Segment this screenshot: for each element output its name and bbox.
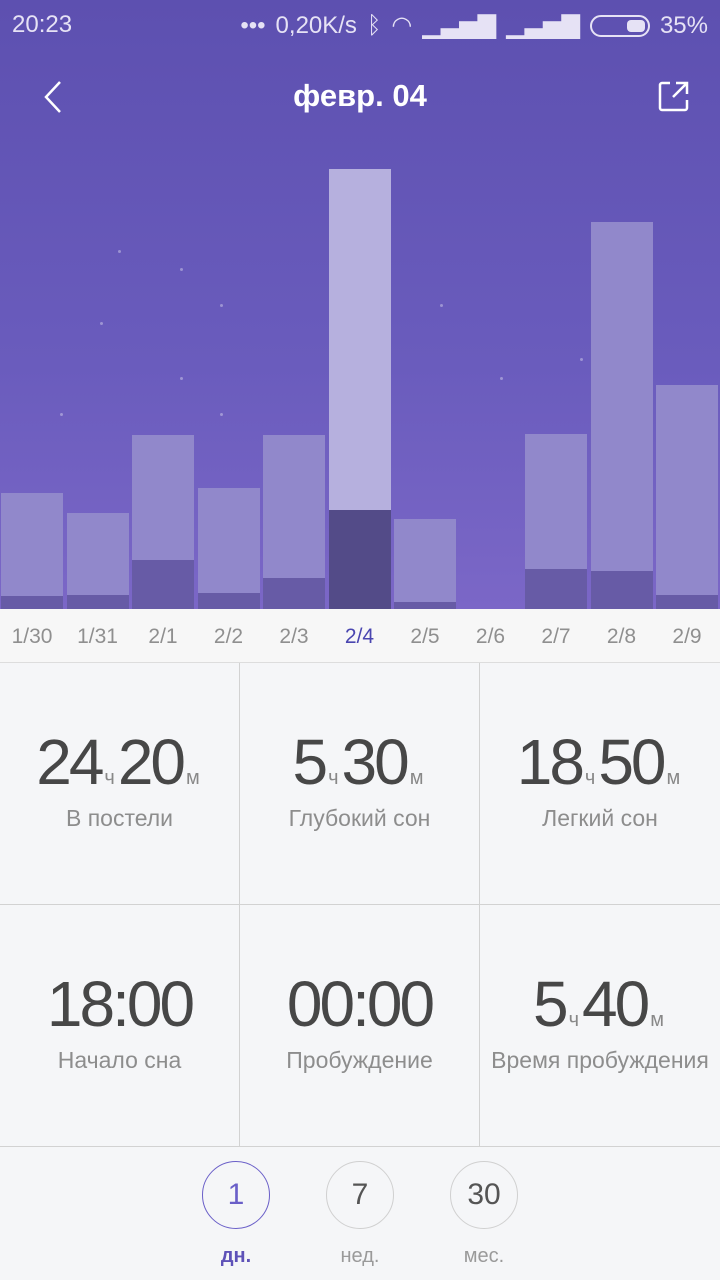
star-decoration <box>220 304 223 307</box>
bar-deep-2/4[interactable] <box>328 509 391 609</box>
bluetooth-icon: ᛒ <box>366 11 382 39</box>
signal-icon: ▁▃▅▇ <box>506 12 580 39</box>
bar-deep-2/5[interactable] <box>394 601 456 609</box>
star-decoration <box>180 268 183 271</box>
stat-label: Легкий сон <box>542 805 658 831</box>
star-decoration <box>118 250 121 253</box>
date-label[interactable]: 2/9 <box>672 625 702 648</box>
bar-total-2/9[interactable] <box>656 384 718 609</box>
unit: ч <box>104 767 115 789</box>
date-label[interactable]: 2/6 <box>475 625 506 648</box>
stat-value: 18:00 <box>46 968 195 1040</box>
stat-deep-sleep: 5 ч30 м Глубокий сон <box>240 663 480 905</box>
hours: 24 <box>36 726 104 798</box>
date-label[interactable]: 2/1 <box>148 625 178 648</box>
unit: ч <box>568 1009 580 1031</box>
bar-total-2/2[interactable] <box>197 487 260 609</box>
stat-label: Пробуждение <box>286 1047 433 1073</box>
bar-deep-2/1[interactable] <box>132 560 194 609</box>
period-month-label[interactable]: мес. <box>463 1245 505 1267</box>
chevron-left-icon[interactable] <box>40 78 70 116</box>
star-decoration <box>440 304 443 307</box>
minutes: 50 <box>598 726 666 798</box>
date-label[interactable]: 2/5 <box>410 625 440 648</box>
unit: м <box>666 767 681 789</box>
stat-value: 00:00 <box>286 968 435 1040</box>
sleep-chart-panel: 20:23 ••• 0,20K/s ᛒ ◠ ▁▃▅▇ ▁▃▅▇ 35% февр… <box>0 0 720 609</box>
stat-label: Время пробуждения <box>491 1047 709 1073</box>
date-label[interactable]: 2/4 <box>344 625 375 648</box>
unit: м <box>409 767 424 789</box>
share-icon[interactable] <box>658 80 690 112</box>
date-label[interactable]: 2/2 <box>213 625 244 648</box>
stat-light-sleep: 18 ч50 м Легкий сон <box>480 663 720 905</box>
date-label[interactable]: 1/30 <box>11 625 53 648</box>
stat-wake-up: 00:00 Пробуждение <box>240 905 480 1147</box>
stat-in-bed: 24 ч20 м В постели <box>0 663 240 905</box>
stat-label: Глубокий сон <box>288 805 431 831</box>
period-selector: 1 дн. 7 нед. 30 мес. <box>0 1147 720 1280</box>
minutes: 20 <box>117 726 186 798</box>
bar-deep-1/31[interactable] <box>66 594 129 609</box>
period-week-label[interactable]: нед. <box>340 1245 380 1267</box>
unit: ч <box>584 767 596 789</box>
star-decoration <box>220 413 223 416</box>
date-label[interactable]: 2/3 <box>279 625 309 648</box>
bar-total-1/30[interactable] <box>1 493 63 609</box>
bar-deep-2/7[interactable] <box>525 569 587 609</box>
bar-total-1/31[interactable] <box>66 513 129 609</box>
unit: м <box>186 767 200 789</box>
date-axis: 1/30 1/31 2/1 2/2 2/3 2/4 2/5 2/6 2/7 2/8 2/9 <box>0 609 720 663</box>
battery-percent: 35% <box>659 11 708 39</box>
signal-icon: ▁▃▅▇ <box>422 12 497 39</box>
date-label[interactable]: 2/8 <box>606 625 637 648</box>
status-time: 20:23 <box>12 11 73 38</box>
date-label[interactable]: 2/7 <box>541 625 571 648</box>
unit: ч <box>328 767 339 789</box>
page-title: февр. 04 <box>293 78 427 113</box>
hours: 18 <box>516 726 585 798</box>
dots-icon: ••• <box>240 11 266 39</box>
period-day-label[interactable]: дн. <box>220 1245 252 1267</box>
period-day-button[interactable]: 1 <box>202 1161 270 1229</box>
stat-label: Начало сна <box>57 1047 182 1073</box>
bar-deep-2/8[interactable] <box>590 571 653 609</box>
unit: м <box>650 1009 664 1031</box>
stat-label: В постели <box>65 805 174 831</box>
minutes: 30 <box>341 726 410 798</box>
star-decoration <box>60 413 63 416</box>
bar-total-2/8[interactable] <box>590 222 653 609</box>
period-month-button[interactable]: 30 <box>450 1161 518 1229</box>
bar-deep-2/2[interactable] <box>197 592 260 609</box>
bar-deep-1/30[interactable] <box>1 596 63 609</box>
star-decoration <box>180 377 183 380</box>
battery-icon <box>589 14 650 37</box>
bar-deep-2/3[interactable] <box>263 578 325 609</box>
hours: 5 <box>292 726 329 798</box>
stat-awake-time: 5 ч40 м Время пробуждения <box>480 905 720 1147</box>
star-decoration <box>500 377 503 380</box>
star-decoration <box>100 322 103 325</box>
stats-grid: 24 ч20 м В постели 5 ч30 м Глубокий сон 18 ч50 м… <box>0 663 720 1147</box>
date-label[interactable]: 1/31 <box>77 625 118 648</box>
stat-sleep-start: 18:00 Начало сна <box>0 905 240 1147</box>
bar-deep-2/9[interactable] <box>656 594 718 609</box>
minutes: 40 <box>582 968 650 1040</box>
period-week-button[interactable]: 7 <box>326 1161 394 1229</box>
star-decoration <box>580 358 583 361</box>
bar-total-2/5[interactable] <box>394 518 456 609</box>
hours: 5 <box>533 968 569 1040</box>
net-speed: 0,20K/s <box>275 11 357 39</box>
wifi-icon: ◠ <box>391 12 413 39</box>
status-bar: 20:23 ••• 0,20K/s ᛒ ◠ ▁▃▅▇ ▁▃▅▇ 35% <box>0 0 720 52</box>
